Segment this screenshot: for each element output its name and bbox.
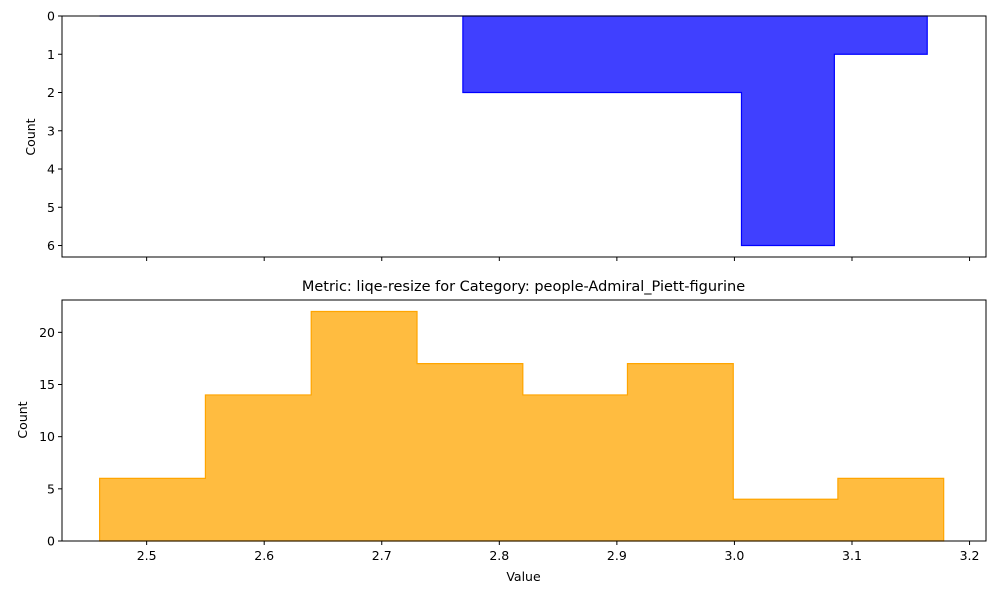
top-ylabel: Count [23,118,38,155]
bottom-chart-title: Metric: liqe-resize for Category: people… [302,279,745,295]
y-tick-label: 5 [47,481,55,496]
y-tick-label: 6 [47,238,55,253]
plot-frame [61,15,987,258]
bottom-histogram-panel: Metric: liqe-resize for Category: people… [15,279,987,584]
y-tick-label: 15 [39,377,55,392]
y-tick-label: 3 [47,123,55,138]
top-histogram-panel: 0 1 2 3 4 5 6 Count [23,9,987,261]
histogram-step-fill-1 [99,310,945,542]
y-tick-label: 10 [39,429,55,444]
bottom-xlabel: Value [506,569,541,584]
y-tick-label: 0 [47,534,55,549]
x-tick-label: 2.9 [607,548,627,563]
bottom-histogram-plot-area: 0 5 10 15 20 2.5 2.6 2.7 2.8 2.9 3.0 3.1 3.2 [39,299,987,563]
x-tick-label: 2.8 [489,548,509,563]
x-tick-label: 2.7 [372,548,392,563]
histogram-step-fill-0 [99,15,928,247]
x-tick-label: 2.5 [137,548,157,563]
plot-frame [61,299,987,542]
y-tick-label: 1 [47,47,55,62]
x-tick-label: 3.2 [960,548,980,563]
y-tick-label: 4 [47,162,55,177]
x-tick-label: 3.1 [842,548,862,563]
x-tick-label: 2.6 [254,548,274,563]
top-histogram-plot-area: 0 1 2 3 4 5 6 [47,9,987,261]
y-tick-label: 2 [47,85,55,100]
x-tick-label: 3.0 [724,548,744,563]
bottom-ylabel: Count [15,401,30,438]
y-tick-label: 0 [47,9,55,24]
y-tick-label: 20 [39,325,55,340]
y-tick-label: 5 [47,200,55,215]
